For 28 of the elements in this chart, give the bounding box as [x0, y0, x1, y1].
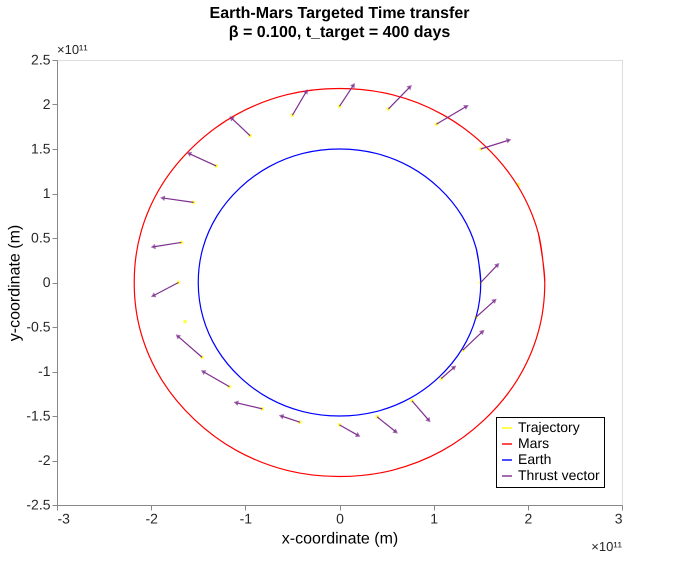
x-tick-label: -2	[145, 510, 158, 526]
y-tick-label: -1	[38, 363, 51, 379]
y-tick-label: 2	[42, 96, 51, 112]
chart-subtitle: β = 0.100, t_target = 400 days	[228, 24, 450, 41]
legend-label: Earth	[518, 451, 552, 467]
y-tick-label: 0.5	[31, 230, 51, 246]
chart-title: Earth-Mars Targeted Time transfer	[210, 5, 470, 22]
text: ×10¹¹	[57, 42, 88, 57]
text: ×10¹¹	[591, 539, 623, 554]
y-axis-title: y-coordinate (m)	[6, 224, 24, 342]
y-tick-label: 2.5	[31, 52, 51, 68]
y-tick-label: 0	[42, 274, 51, 290]
legend-label: Trajectory	[518, 419, 580, 435]
legend-label: Mars	[518, 435, 550, 451]
x-tick-label: 1	[430, 510, 438, 526]
x-tick-label: 3	[614, 510, 623, 526]
y-tick-label: -1.5	[26, 408, 51, 424]
x-tick-label: 0	[336, 510, 344, 526]
y-tick-label: -2.5	[26, 496, 51, 512]
y-tick-label: 1	[42, 185, 51, 201]
x-tick-label: 2	[524, 510, 532, 526]
y-tick-label: -2	[38, 452, 51, 468]
y-tick-label: -0.5	[26, 318, 51, 334]
x-tick-label: -3	[58, 510, 70, 526]
x-axis-title: x-coordinate (m)	[282, 530, 398, 548]
x-tick-label: -1	[240, 510, 252, 526]
legend-label: Thrust vector	[518, 467, 600, 483]
y-tick-label: 1.5	[31, 140, 51, 156]
